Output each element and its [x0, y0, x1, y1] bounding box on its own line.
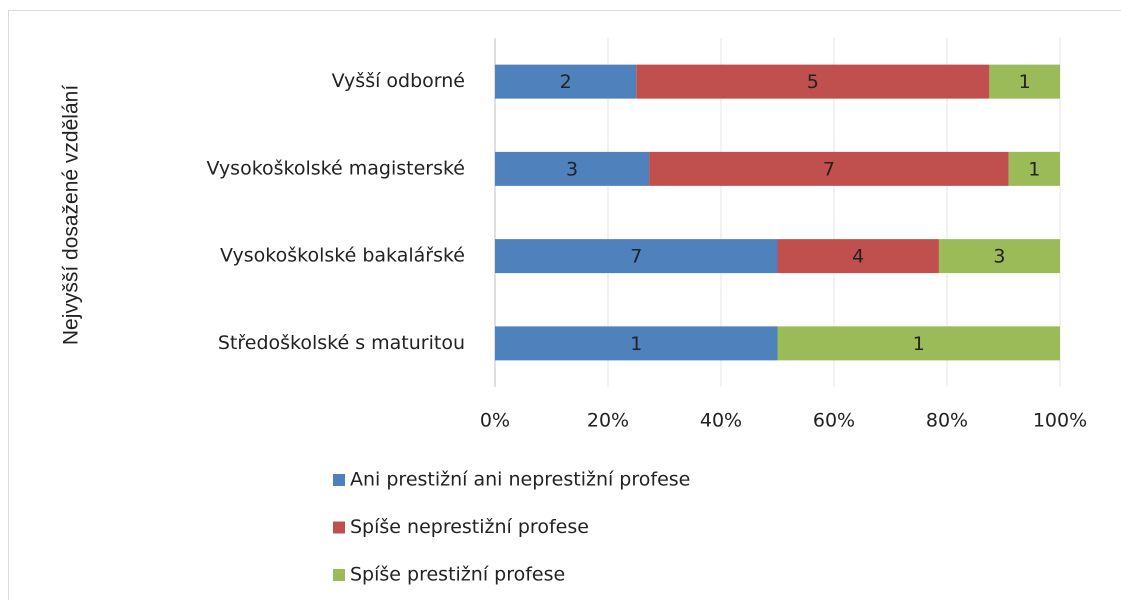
y-tick-label: Středoškolské s maturitou: [218, 332, 465, 354]
data-label: 5: [807, 71, 819, 93]
x-tick-label: 60%: [813, 410, 855, 432]
x-tick-label: 20%: [587, 410, 629, 432]
data-label: 1: [1019, 71, 1031, 93]
y-tick-label: Vysokoškolské bakalářské: [220, 245, 465, 267]
legend-label: Ani prestižní ani neprestižní profese: [350, 469, 690, 491]
legend-swatch: [333, 522, 345, 534]
data-label: 3: [993, 246, 1005, 268]
x-tick-label: 40%: [700, 410, 742, 432]
x-tick-label: 80%: [926, 410, 968, 432]
data-label: 1: [630, 333, 642, 355]
data-label: 1: [913, 333, 925, 355]
y-tick-label: Vyšší odborné: [332, 70, 465, 92]
legend-label: Spíše neprestižní profese: [350, 516, 589, 538]
y-axis-title: Nejvyšší dosažené vzdělání: [60, 85, 83, 345]
y-tick-label: Vysokoškolské magisterské: [206, 157, 465, 179]
data-label: 1: [1028, 158, 1040, 180]
x-tick-label: 0%: [480, 410, 510, 432]
chart-frame: [9, 11, 1121, 601]
x-tick-label: 100%: [1033, 410, 1087, 432]
data-label: 3: [566, 158, 578, 180]
data-label: 7: [823, 158, 835, 180]
legend-label: Spíše prestižní profese: [350, 564, 565, 586]
data-label: 7: [630, 246, 642, 268]
data-label: 2: [560, 71, 572, 93]
legend-swatch: [333, 569, 345, 581]
data-label: 4: [852, 246, 864, 268]
legend-swatch: [333, 474, 345, 486]
